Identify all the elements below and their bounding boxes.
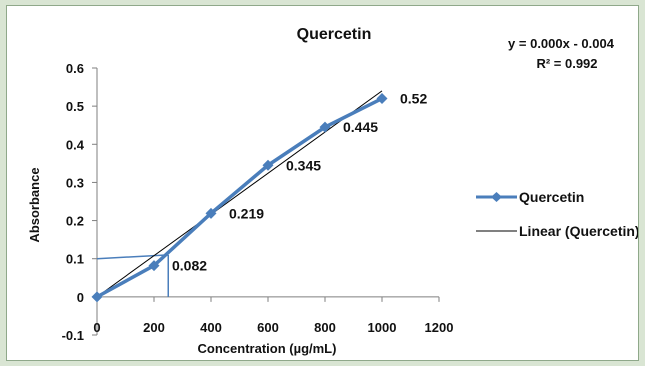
x-tick-label: 600 <box>257 320 279 335</box>
x-tick-label: 200 <box>143 320 165 335</box>
legend-label-quercetin: Quercetin <box>519 189 584 205</box>
y-tick-label: 0.6 <box>66 61 84 76</box>
data-point <box>262 159 274 171</box>
data-point <box>148 260 160 272</box>
r-squared-value: R² = 0.992 <box>536 56 597 71</box>
data-point <box>376 93 388 105</box>
data-label: 0.082 <box>172 258 207 274</box>
y-tick-label: 0.3 <box>66 175 84 190</box>
annotation-line <box>96 254 169 260</box>
trendline-equation: y = 0.000x - 0.004 <box>508 36 615 51</box>
x-tick-label: 0 <box>93 320 100 335</box>
legend-series-marker <box>491 192 502 202</box>
data-point <box>91 291 103 303</box>
data-label: 0.445 <box>343 119 378 135</box>
x-tick-label: 400 <box>200 320 222 335</box>
y-tick-labels: -0.1 0 0.1 0.2 0.3 0.4 0.5 0.6 <box>62 61 85 343</box>
series-quercetin <box>91 93 388 303</box>
chart-frame: Quercetin y = 0.000x - 0.004 R² = 0.992 … <box>6 5 639 361</box>
series-line <box>96 96 383 299</box>
y-tick-label: 0.4 <box>66 137 85 152</box>
y-tick-label: 0.5 <box>66 99 84 114</box>
y-tick-label: 0 <box>77 290 84 305</box>
data-point <box>319 121 331 133</box>
y-axis-title: Absorbance <box>27 167 42 242</box>
chart-title: Quercetin <box>297 26 372 43</box>
y-tick-label: 0.2 <box>66 214 84 229</box>
chart-area: Quercetin y = 0.000x - 0.004 R² = 0.992 … <box>27 26 638 356</box>
x-tick-label: 800 <box>314 320 336 335</box>
x-tick-label: 1000 <box>368 320 397 335</box>
y-tick-label: 0.1 <box>66 252 84 267</box>
data-label: 0.219 <box>229 205 264 221</box>
data-label: 0.52 <box>400 91 427 107</box>
trendline <box>96 90 383 298</box>
axes <box>92 67 440 336</box>
trendline-path <box>96 90 383 298</box>
annotation-lines <box>96 254 169 297</box>
x-tick-labels: 0 200 400 600 800 1000 1200 <box>93 320 453 335</box>
data-label: 0.345 <box>286 157 321 173</box>
x-tick-label: 1200 <box>425 320 454 335</box>
legend-label-linear: Linear (Quercetin) <box>519 223 638 239</box>
data-labels: 0.082 0.219 0.345 0.445 0.52 <box>172 91 427 274</box>
legend: Quercetin Linear (Quercetin) <box>476 189 638 239</box>
y-tick-label: -0.1 <box>62 328 84 343</box>
x-axis-title: Concentration (µg/mL) <box>198 341 337 356</box>
data-point <box>205 207 217 219</box>
